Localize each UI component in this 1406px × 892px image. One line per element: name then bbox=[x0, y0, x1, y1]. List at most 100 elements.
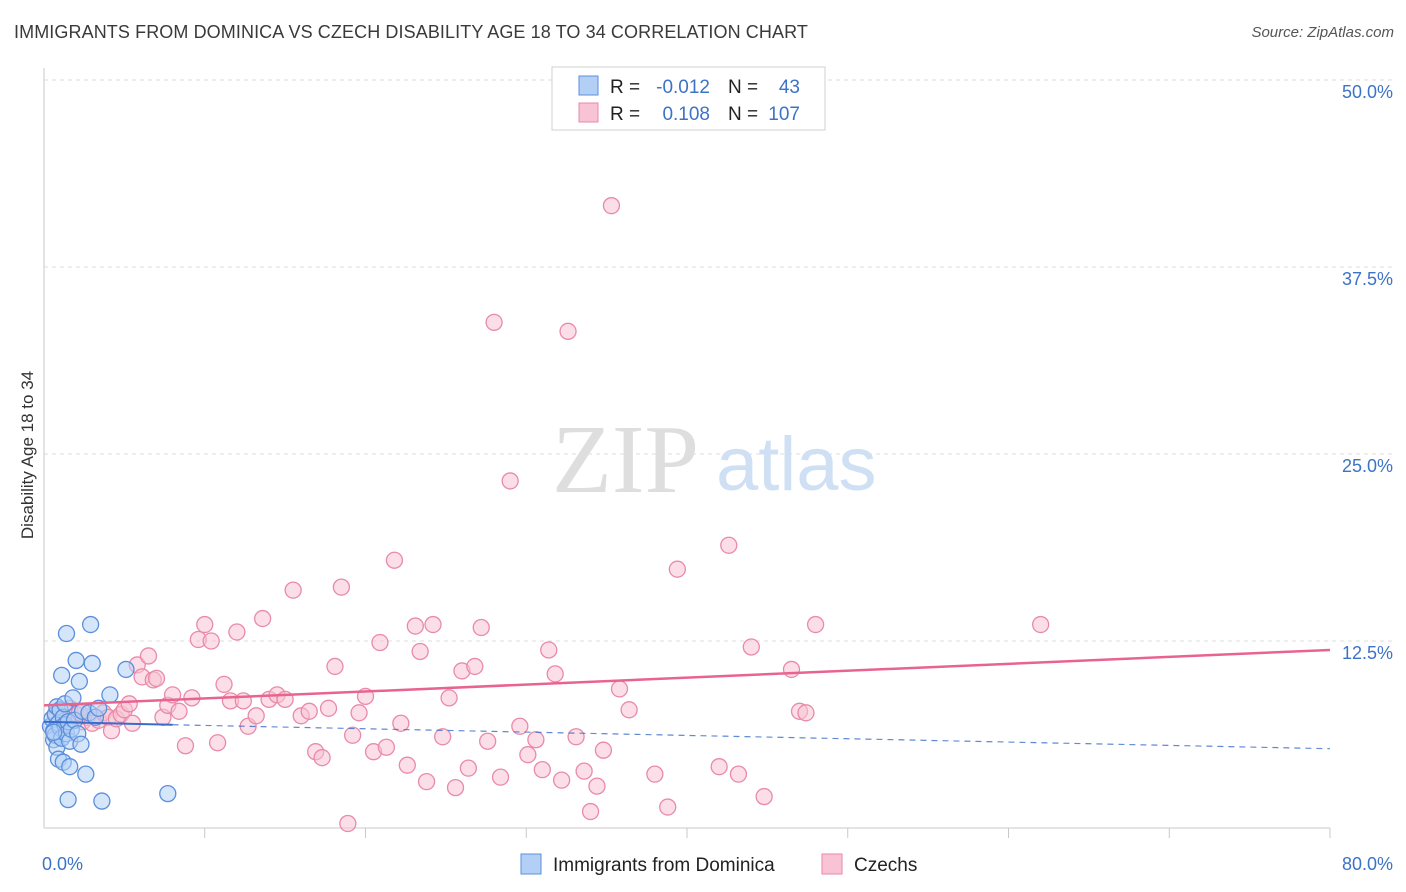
czechs-point-76 bbox=[511, 717, 529, 735]
dominica-point-38 bbox=[93, 792, 111, 810]
czechs-point-33 bbox=[215, 675, 233, 694]
legend-r-label-dominica: R = bbox=[610, 77, 640, 98]
bottom-legend-swatch-dominica bbox=[520, 853, 542, 875]
x-tick-label-max: 80.0% bbox=[1342, 854, 1393, 874]
czechs-point-52 bbox=[343, 726, 362, 744]
czechs-point-81 bbox=[546, 665, 564, 683]
czechs-point-82 bbox=[552, 771, 571, 789]
czechs-point-102 bbox=[797, 704, 815, 722]
czechs-point-93 bbox=[659, 798, 677, 816]
gridlines bbox=[44, 79, 1394, 642]
dominica-point-39 bbox=[101, 686, 119, 704]
czechs-point-84 bbox=[567, 728, 585, 746]
legend-n-value-dominica: 43 bbox=[779, 77, 800, 98]
x-tick-label-min: 0.0% bbox=[42, 854, 83, 874]
y-tick-labels: 12.5% 25.0% 37.5% 50.0% bbox=[1342, 82, 1393, 663]
czechs-point-66 bbox=[440, 689, 458, 707]
dominica-points bbox=[41, 615, 177, 810]
czechs-point-80 bbox=[540, 641, 558, 659]
legend-swatch-dominica bbox=[578, 75, 599, 96]
czechs-point-60 bbox=[398, 756, 416, 774]
czechs-point-35 bbox=[228, 623, 246, 641]
bottom-legend-label-dominica: Immigrants from Dominica bbox=[553, 855, 775, 876]
czechs-point-20 bbox=[139, 647, 158, 665]
czechs-point-94 bbox=[668, 560, 687, 578]
czechs-point-45 bbox=[300, 702, 318, 720]
dominica-point-21 bbox=[59, 790, 77, 809]
czechs-point-27 bbox=[176, 737, 195, 755]
czechs-point-38 bbox=[247, 707, 265, 725]
czechs-point-30 bbox=[196, 615, 214, 634]
czechs-point-89 bbox=[602, 197, 621, 215]
y-tick-label-1: 25.0% bbox=[1342, 456, 1393, 476]
czechs-point-75 bbox=[501, 472, 519, 490]
czechs-point-39 bbox=[253, 609, 272, 628]
legend-r-value-czechs: 0.108 bbox=[662, 104, 710, 125]
czechs-trend-line bbox=[43, 648, 1331, 707]
chart-title: IMMIGRANTS FROM DOMINICA VS CZECH DISABI… bbox=[14, 22, 808, 42]
dominica-point-42 bbox=[44, 723, 63, 741]
trend-lines bbox=[43, 648, 1331, 750]
czechs-point-36 bbox=[234, 692, 252, 710]
czechs-point-56 bbox=[371, 633, 389, 652]
czechs-point-49 bbox=[326, 657, 344, 676]
x-tick-marks bbox=[204, 828, 1331, 838]
czechs-point-90 bbox=[610, 680, 629, 698]
dominica-point-34 bbox=[81, 615, 100, 634]
czechs-point-91 bbox=[620, 701, 638, 719]
czechs-point-65 bbox=[434, 728, 452, 746]
czechs-point-79 bbox=[533, 761, 551, 779]
czechs-point-88 bbox=[594, 741, 613, 759]
czechs-point-62 bbox=[411, 642, 429, 661]
czechs-point-32 bbox=[208, 734, 227, 752]
czechs-point-98 bbox=[742, 638, 760, 656]
czechs-point-57 bbox=[377, 738, 396, 756]
czechs-point-31 bbox=[202, 632, 220, 650]
watermark-atlas: atlas bbox=[716, 422, 877, 507]
bottom-legend-swatch-czechs bbox=[821, 853, 843, 875]
series-legend: Immigrants from Dominica Czechs bbox=[520, 853, 917, 876]
watermark-zip: ZIP bbox=[552, 406, 699, 514]
y-axis-label: Disability Age 18 to 34 bbox=[18, 371, 37, 539]
czechs-point-85 bbox=[575, 762, 593, 780]
czechs-point-72 bbox=[479, 732, 497, 750]
dominica-point-25 bbox=[64, 689, 82, 707]
czechs-point-26 bbox=[170, 702, 188, 720]
y-tick-label-3: 50.0% bbox=[1342, 82, 1393, 102]
czechs-point-64 bbox=[424, 615, 442, 634]
czechs-point-63 bbox=[417, 772, 436, 791]
czechs-point-92 bbox=[646, 765, 664, 783]
czechs-point-69 bbox=[459, 759, 478, 777]
dominica-point-19 bbox=[57, 624, 76, 643]
czechs-point-59 bbox=[392, 714, 410, 732]
dominica-point-30 bbox=[72, 735, 90, 753]
legend-n-value-czechs: 107 bbox=[768, 104, 800, 125]
czechs-point-53 bbox=[350, 704, 368, 722]
czechs-point-43 bbox=[284, 581, 302, 599]
czechs-point-86 bbox=[581, 802, 600, 821]
czechs-point-74 bbox=[491, 768, 510, 786]
czechs-point-78 bbox=[527, 731, 545, 749]
dominica-trend-line bbox=[43, 720, 173, 726]
czechs-point-50 bbox=[332, 578, 351, 596]
czechs-point-77 bbox=[519, 746, 537, 764]
bottom-legend-label-czechs: Czechs bbox=[854, 855, 917, 876]
dominica-point-29 bbox=[70, 672, 89, 691]
dominica-point-23 bbox=[61, 758, 79, 776]
legend-r-label-czechs: R = bbox=[610, 104, 640, 125]
legend-n-label-czechs: N = bbox=[728, 104, 758, 125]
y-tick-label-2: 37.5% bbox=[1342, 269, 1393, 289]
czechs-point-71 bbox=[472, 618, 490, 637]
dominica-point-41 bbox=[159, 784, 177, 803]
czechs-points bbox=[48, 197, 1050, 833]
czechs-point-104 bbox=[1032, 615, 1050, 634]
czechs-point-87 bbox=[588, 777, 606, 795]
source-label: Source: ZipAtlas.com bbox=[1251, 24, 1394, 41]
czechs-point-73 bbox=[485, 313, 503, 332]
czechs-point-99 bbox=[755, 787, 773, 806]
watermark: ZIP atlas bbox=[552, 406, 877, 514]
czechs-point-100 bbox=[782, 660, 801, 679]
dominica-point-40 bbox=[117, 660, 135, 679]
czechs-point-51 bbox=[339, 814, 357, 833]
